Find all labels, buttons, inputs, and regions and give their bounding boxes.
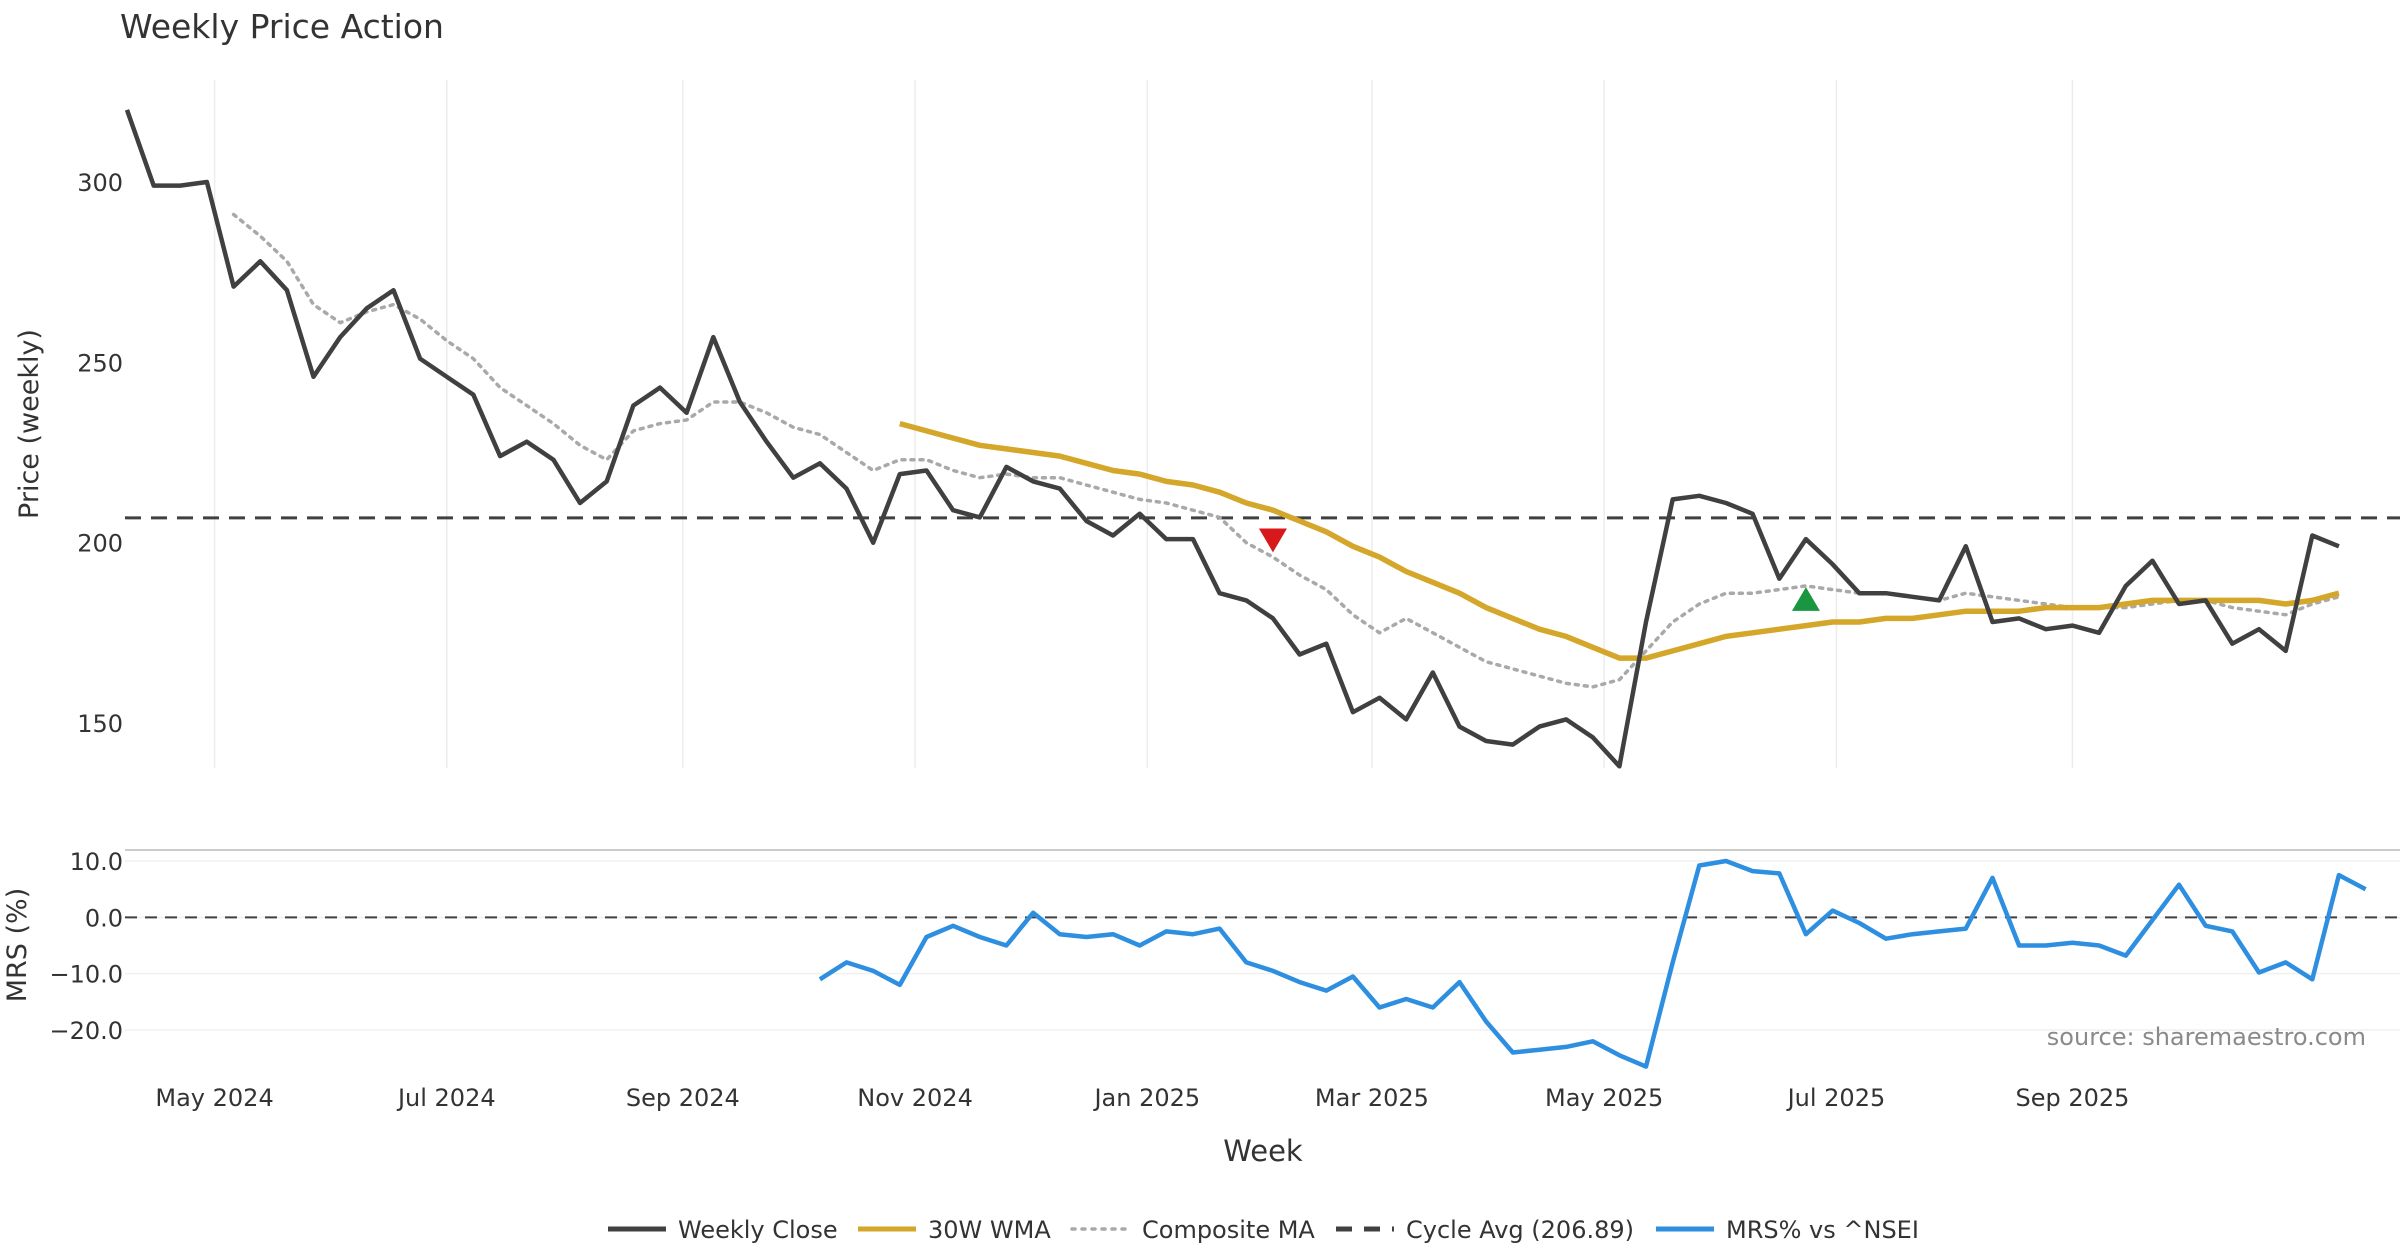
price-axis-label: Price (weekly) [14, 329, 45, 519]
source-annotation: source: sharemaestro.com [2047, 1023, 2366, 1051]
wma-30w-line [899, 420, 2340, 661]
sell-signal-marker [1258, 528, 1287, 553]
x-tick-label: Mar 2025 [1315, 1084, 1429, 1112]
legend-item: 30W WMA [858, 1216, 1051, 1244]
x-tick-label: Jul 2025 [1786, 1084, 1886, 1112]
legend-item: Cycle Avg (206.89) [1336, 1216, 1634, 1244]
mrs-series-layer [818, 858, 2367, 1069]
price-panel: Weekly Price Action Price (weekly) 150 20… [14, 7, 2400, 769]
legend-item: Weekly Close [608, 1216, 838, 1244]
legend-label: Composite MA [1142, 1216, 1315, 1244]
price-y-tick-label: 200 [77, 530, 123, 558]
x-tick-labels: May 2024 Jul 2024 Sep 2024 Nov 2024 Jan 2025… [155, 1084, 2129, 1112]
legend-item: MRS% vs ^NSEI [1656, 1216, 1919, 1244]
mrs-y-tick-label: −10.0 [49, 961, 123, 989]
mrs-gridlines [125, 860, 2400, 1031]
mrs-y-ticks: 10.0 0.0 −10.0 −20.0 [49, 848, 123, 1045]
legend-label: 30W WMA [928, 1216, 1051, 1244]
mrs-y-tick-label: −20.0 [49, 1017, 123, 1045]
x-axis-label: Week [1223, 1134, 1303, 1168]
x-tick-label: Nov 2024 [857, 1084, 973, 1112]
x-tick-label: Jan 2025 [1092, 1084, 1200, 1112]
mrs-panel: MRS (%) 10.0 0.0 −10.0 −20.0 source: sharem… [2, 848, 2400, 1168]
mrs-axis-label: MRS (%) [2, 888, 33, 1003]
x-tick-label: May 2024 [155, 1084, 273, 1112]
composite-ma-line [231, 212, 2341, 689]
price-y-tick-label: 250 [77, 349, 123, 377]
x-tick-label: Jul 2024 [396, 1084, 496, 1112]
mrs-y-tick-label: 0.0 [85, 904, 123, 932]
price-y-tick-label: 300 [77, 169, 123, 197]
legend: Weekly Close 30W WMA Composite MA Cycle Avg… [608, 1216, 1919, 1244]
price-y-ticks: 150 200 250 300 [77, 169, 123, 738]
weekly-close-line [124, 109, 2340, 769]
buy-signal-marker [1791, 587, 1820, 611]
legend-label: Cycle Avg (206.89) [1406, 1216, 1634, 1244]
legend-label: Weekly Close [678, 1216, 838, 1244]
legend-label: MRS% vs ^NSEI [1726, 1216, 1919, 1244]
x-tick-label: Sep 2025 [2015, 1084, 2129, 1112]
legend-item: Composite MA [1070, 1216, 1315, 1244]
price-series-layer [124, 109, 2341, 769]
x-tick-label: May 2025 [1545, 1084, 1663, 1112]
mrs-line [818, 858, 2367, 1069]
price-y-tick-label: 150 [77, 710, 123, 738]
signal-markers [1258, 528, 1820, 611]
chart-title: Weekly Price Action [120, 7, 444, 46]
mrs-y-tick-label: 10.0 [70, 848, 123, 876]
x-tick-label: Sep 2024 [626, 1084, 740, 1112]
